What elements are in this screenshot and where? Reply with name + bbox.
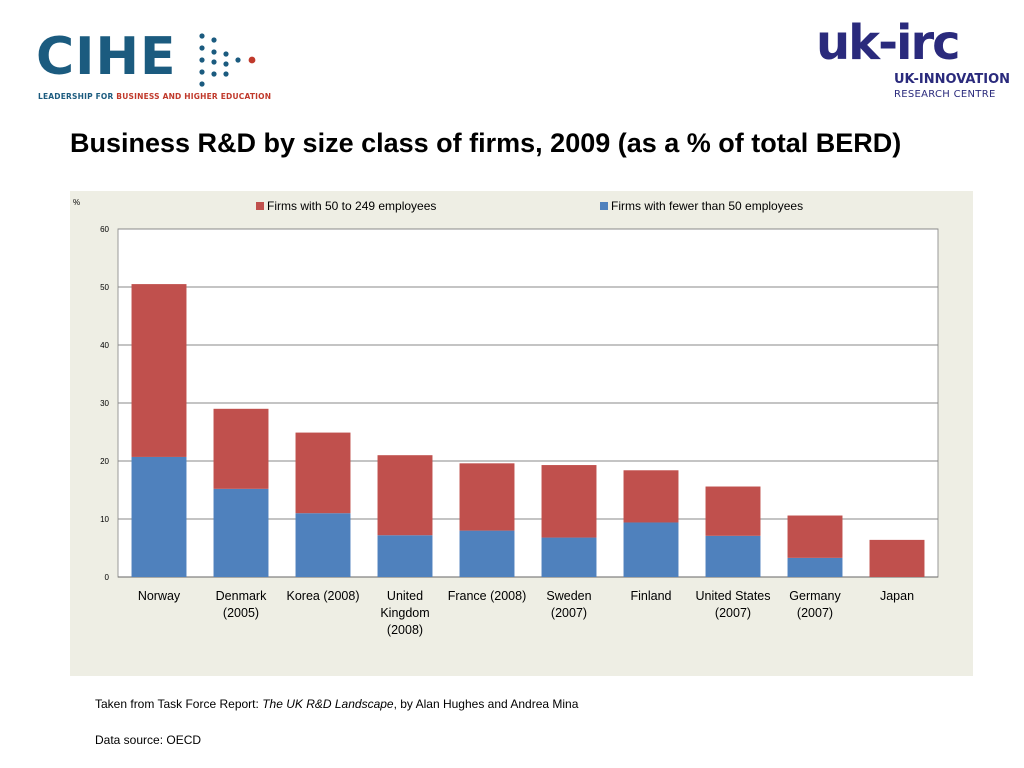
y-axis-label: % xyxy=(73,198,80,207)
y-tick-label: 40 xyxy=(100,341,109,350)
bar-segment xyxy=(623,470,679,523)
x-tick-label: Korea (2008) xyxy=(287,589,360,603)
cihe-logo-wordmark: CIHE xyxy=(36,27,177,87)
bar-segment xyxy=(705,535,761,577)
ukirc-logo-line1: UK-INNOVATION xyxy=(894,72,1011,87)
bar-segment xyxy=(131,284,187,457)
cihe-dots-icon xyxy=(199,33,256,87)
ukirc-logo-line2: RESEARCH CENTRE xyxy=(894,89,996,100)
y-tick-label: 20 xyxy=(100,457,109,466)
bar-segment xyxy=(787,557,843,577)
bar-segment xyxy=(213,408,269,489)
legend-swatch xyxy=(256,202,264,210)
cihe-logo-tagline: LEADERSHIP FOR BUSINESS AND HIGHER EDUCA… xyxy=(38,92,272,101)
ukirc-logo: uk-irc UK-INNOVATION RESEARCH CENTRE xyxy=(816,14,1016,106)
legend-label: Firms with 50 to 249 employees xyxy=(267,199,436,213)
data-source: Data source: OECD xyxy=(95,733,202,747)
x-tick-label: United Kingdom (2008) xyxy=(380,589,429,637)
bar-segment xyxy=(705,486,761,536)
bar-segment xyxy=(213,488,269,577)
bar-segment xyxy=(869,539,925,577)
bar-segment xyxy=(377,455,433,536)
chart-panel: 0 10 20 30 40 50 60% Norway Denmark (2005) Korea (… xyxy=(70,191,973,676)
y-tick-label: 50 xyxy=(100,283,109,292)
y-tick-label: 10 xyxy=(100,515,109,524)
bar-segment xyxy=(131,456,187,577)
x-tick-label: United States (2007) xyxy=(695,589,770,620)
x-tick-label: Japan xyxy=(880,589,914,603)
x-tick-label: Sweden (2007) xyxy=(546,589,591,620)
bar-segment xyxy=(787,515,843,558)
bar-segment xyxy=(459,463,515,531)
x-tick-label: Finland xyxy=(631,589,672,603)
bar-segment xyxy=(295,432,351,514)
report-title: The UK R&D Landscape xyxy=(262,697,394,711)
stacked-bar-chart: 0 10 20 30 40 50 60% Norway Denmark (2005) Korea (… xyxy=(73,198,939,637)
x-tick-label: Denmark (2005) xyxy=(216,589,267,620)
report-caption: Taken from Task Force Report: The UK R&D… xyxy=(95,697,579,711)
bar-segment xyxy=(623,522,679,577)
ukirc-logo-wordmark: uk-irc xyxy=(816,15,961,71)
x-tick-label: Germany (2007) xyxy=(789,589,841,620)
slide-title: Business R&D by size class of firms, 200… xyxy=(70,128,902,158)
bar-segment xyxy=(295,513,351,577)
bar-segment xyxy=(377,535,433,577)
y-tick-label: 30 xyxy=(100,399,109,408)
cihe-logo: CIHE LEADERSHIP FOR BUSINESS AND HIGHER … xyxy=(36,26,276,106)
x-tick-label: Norway xyxy=(138,589,181,603)
x-tick-label: France (2008) xyxy=(448,589,527,603)
bar-segment xyxy=(541,537,597,577)
y-tick-label: 60 xyxy=(100,225,109,234)
legend-label: Firms with fewer than 50 employees xyxy=(611,199,803,213)
bar-segment xyxy=(541,465,597,538)
legend-swatch xyxy=(600,202,608,210)
bar-segment xyxy=(459,530,515,577)
y-tick-label: 0 xyxy=(105,573,110,582)
